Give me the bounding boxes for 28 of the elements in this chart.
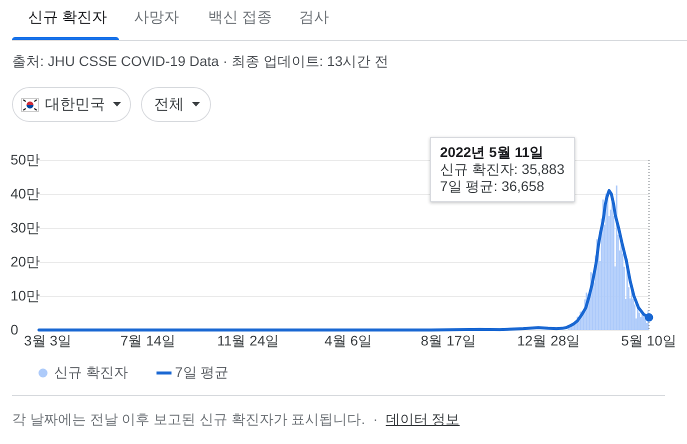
text: 각 날짜에는 전날 이후 보고된 신규 확진자가 표시됩니다.: [12, 411, 366, 427]
y-tick-label: 10만: [10, 288, 40, 304]
annotation: 7일 평균: 36,658: [440, 178, 546, 195]
x-tick-label: 7월 14일: [120, 332, 176, 348]
annotation: 신규 확진자: 35,883: [440, 161, 564, 178]
dropdown: 대한민국: [12, 87, 131, 122]
chart-subtitle: 출처: JHU CSSE COVID-19 Data · 최종 업데이트: 13시간 전: [12, 53, 389, 71]
y-tick-label: 20만: [10, 254, 40, 270]
dropdown: 전체: [141, 87, 211, 122]
y-tick-label: 50만: [10, 152, 40, 168]
text: ·: [373, 411, 378, 427]
x-tick-label: 8월 17일: [420, 332, 476, 348]
x-tick-label: 5월 10일: [621, 332, 676, 348]
text: 사망자: [134, 8, 179, 27]
text: 검사: [299, 8, 329, 27]
text: 백신 접종: [208, 8, 272, 27]
x-tick-label: 4월 6일: [324, 332, 372, 348]
x-tick-label: 12월 28일: [517, 332, 580, 348]
x-tick-label: 11월 24일: [217, 332, 280, 348]
legend-label: 7일 평균: [175, 364, 229, 380]
y-tick-label: 40만: [10, 186, 40, 202]
y-tick-label: 0: [10, 322, 18, 338]
y-tick-label: 30만: [10, 220, 40, 236]
tooltip: 2022년 5월 11일 신규 확진자: 35,883 7일 평균: 36,658: [430, 137, 574, 202]
legend-label: 신규 확진자: [54, 364, 128, 380]
x-tick-label: 3월 3일: [24, 332, 72, 348]
chart-title: 신규 확진자: [28, 8, 108, 27]
text: 데이터 정보: [386, 411, 460, 427]
